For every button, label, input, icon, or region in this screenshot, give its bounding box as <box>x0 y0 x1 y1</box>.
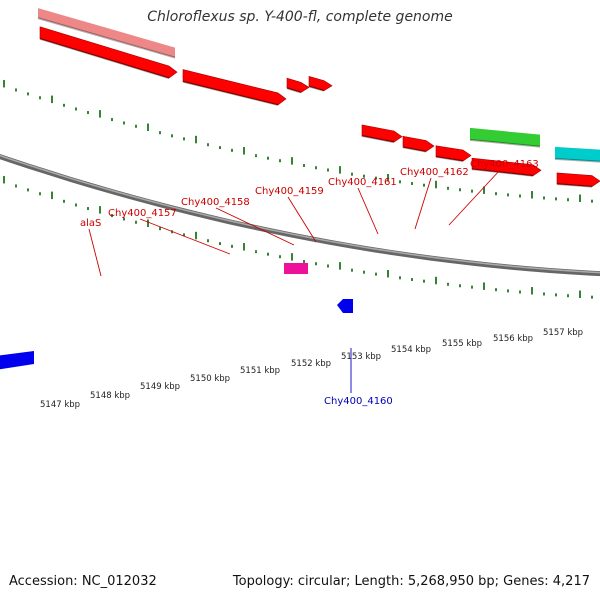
gene-chy400-4162-shadow <box>402 146 427 153</box>
gene-label[interactable]: Chy400_4162 <box>400 167 469 178</box>
gene-chy400-4165[interactable] <box>556 172 600 187</box>
map-title: Chloroflexus sp. Y-400-fl, complete geno… <box>147 9 453 25</box>
gene-label-leader <box>414 177 432 230</box>
scale-label: 5151 kbp <box>240 366 280 376</box>
gene-label-leader <box>448 169 501 226</box>
gene-label[interactable]: Chy400_4158 <box>181 197 250 208</box>
gene-chy400-4158[interactable] <box>182 69 287 106</box>
gene-chy400-4159-a[interactable] <box>286 77 310 93</box>
gene-chy400-4157-shadow <box>39 37 170 80</box>
scale-label: 5154 kbp <box>391 345 431 355</box>
gene-label[interactable]: Chy400_4163 <box>470 159 539 170</box>
scale-label: 5157 kbp <box>543 328 583 338</box>
gene-chy400-4161-shadow <box>361 134 395 144</box>
scale-label: 5149 kbp <box>140 382 180 392</box>
gene-chy400-4161[interactable] <box>361 124 403 143</box>
genome-backbone <box>0 153 600 277</box>
gene-label-leader <box>215 207 295 246</box>
scale-label: 5153 kbp <box>341 352 381 362</box>
gene-chy400-4163[interactable] <box>435 145 472 162</box>
tick-layer <box>3 79 593 299</box>
cyan-feature[interactable] <box>555 146 600 162</box>
gene-label-leader <box>357 187 379 235</box>
cyan-feature-shadow <box>554 157 600 163</box>
genome-summary: Topology: circular; Length: 5,268,950 bp… <box>232 574 590 589</box>
gene-label-leader <box>139 218 231 255</box>
gene-chy400-4162[interactable] <box>402 135 435 152</box>
gene-reverse-left[interactable] <box>0 351 34 370</box>
gene-chy400-4164-shadow <box>471 168 534 177</box>
gene-label[interactable]: Chy400_4157 <box>108 208 177 219</box>
gene-label[interactable]: Chy400_4159 <box>255 186 324 197</box>
gene-chy400-4165-shadow <box>556 182 593 188</box>
gene-chy400-4160[interactable] <box>337 299 353 313</box>
gene-label-leader <box>88 228 102 277</box>
gene-chy400-4164[interactable] <box>471 157 542 177</box>
genome-backbone-highlight <box>0 154 600 274</box>
gene-label[interactable]: alaS <box>80 218 101 229</box>
scale-label: 5147 kbp <box>40 400 80 410</box>
scale-label: 5150 kbp <box>190 374 230 384</box>
gene-label[interactable]: Chy400_4160 <box>324 396 393 407</box>
gene-label[interactable]: Chy400_4161 <box>328 177 397 188</box>
scale-label: 5152 kbp <box>291 359 331 369</box>
scale-label: 5155 kbp <box>442 339 482 349</box>
green-feature[interactable] <box>470 127 540 147</box>
feature-layer <box>0 8 600 370</box>
gene-chy400-4158-shadow <box>182 80 279 106</box>
gene-chy400-4163-shadow <box>435 155 464 163</box>
gene-chy400-4159-b[interactable] <box>308 76 333 92</box>
gene-alas-bar[interactable] <box>38 8 175 58</box>
trna-feature[interactable] <box>284 263 308 274</box>
label-layer: 5147 kbp 5148 kbp 5149 kbp 5150 kbp 5151 kbp… <box>40 159 583 410</box>
scale-label: 5156 kbp <box>493 334 533 344</box>
gene-alas-bar-shadow <box>37 17 176 59</box>
gene-chy400-4157[interactable] <box>39 26 178 79</box>
gene-chy400-4159-a-shadow <box>286 87 302 94</box>
green-feature-shadow <box>469 138 541 148</box>
scale-label: 5148 kbp <box>90 391 130 401</box>
gene-label-leader <box>287 196 317 243</box>
gene-chy400-4159-b-shadow <box>308 85 325 92</box>
accession-text: Accession: NC_012032 <box>9 574 157 589</box>
